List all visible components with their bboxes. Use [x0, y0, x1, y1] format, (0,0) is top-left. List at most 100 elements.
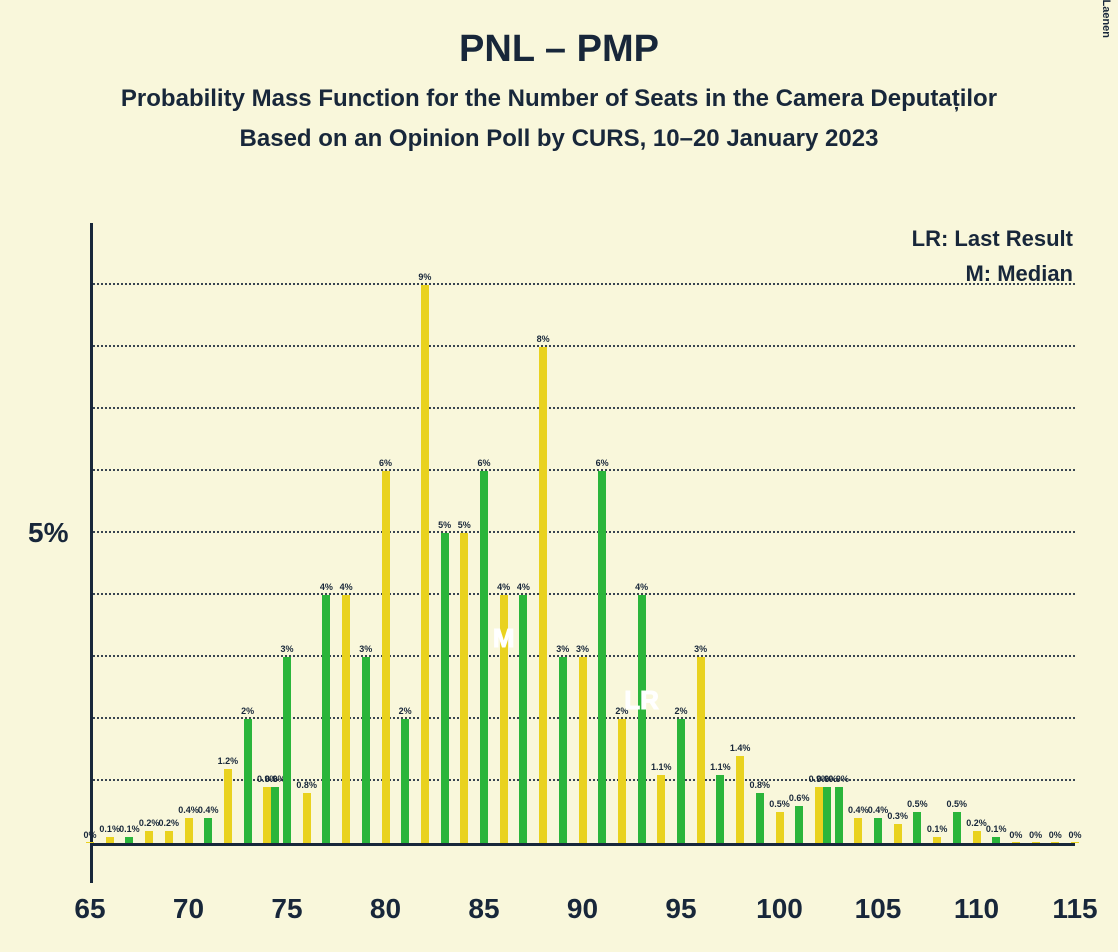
- bar-yellow: [1051, 842, 1059, 843]
- bar-value-label: 2%: [241, 706, 254, 716]
- bar-value-label: 8%: [537, 334, 550, 344]
- bar-value-label: 3%: [280, 644, 293, 654]
- bar-green: [913, 812, 921, 843]
- median-marker: M: [493, 623, 515, 654]
- bar-value-label: 9%: [418, 272, 431, 282]
- bar-yellow: [86, 842, 94, 843]
- bar-yellow: [342, 595, 350, 843]
- bar-value-label: 0.1%: [927, 824, 948, 834]
- bar-green: [953, 812, 961, 843]
- bar-green: [677, 719, 685, 843]
- bar-yellow: [1071, 842, 1079, 843]
- gridline: [90, 531, 1075, 533]
- x-axis-tick-label: 75: [271, 893, 302, 925]
- gridline: [90, 593, 1075, 595]
- gridline: [90, 345, 1075, 347]
- bar-yellow: [263, 787, 271, 843]
- gridline: [90, 407, 1075, 409]
- plot-canvas: 5%657075808590951001051101150%0.1%0.1%0.…: [90, 223, 1075, 883]
- bar-yellow: [697, 657, 705, 843]
- bar-yellow: [1032, 842, 1040, 843]
- bar-green: [519, 595, 527, 843]
- bar-value-label: 1.1%: [651, 762, 672, 772]
- x-axis-line: [90, 843, 1075, 846]
- bar-yellow: [579, 657, 587, 843]
- x-axis-tick-label: 95: [665, 893, 696, 925]
- bar-value-label: 6%: [596, 458, 609, 468]
- bar-green: [480, 471, 488, 843]
- bar-green: [992, 837, 1000, 843]
- bar-value-label: 4%: [340, 582, 353, 592]
- bar-yellow: [382, 471, 390, 843]
- bar-value-label: 0%: [1029, 830, 1042, 840]
- last-result-marker: LR: [624, 685, 659, 716]
- bar-yellow: [460, 533, 468, 843]
- bar-green: [638, 595, 646, 843]
- bar-value-label: 3%: [576, 644, 589, 654]
- bar-green: [598, 471, 606, 843]
- bar-yellow: [539, 347, 547, 843]
- bar-yellow: [854, 818, 862, 843]
- bar-value-label: 0.2%: [966, 818, 987, 828]
- bar-yellow: [185, 818, 193, 843]
- bar-value-label: 2%: [399, 706, 412, 716]
- bar-value-label: 4%: [517, 582, 530, 592]
- bar-value-label: 0.6%: [789, 793, 810, 803]
- bar-green: [322, 595, 330, 843]
- bar-value-label: 0%: [1009, 830, 1022, 840]
- bar-value-label: 0%: [83, 830, 96, 840]
- x-axis-tick-label: 100: [756, 893, 803, 925]
- bar-yellow: [145, 831, 153, 843]
- bar-yellow: [106, 837, 114, 843]
- bar-yellow: [1012, 842, 1020, 843]
- bar-green: [401, 719, 409, 843]
- bar-green: [441, 533, 449, 843]
- bar-value-label: 0.2%: [139, 818, 160, 828]
- bar-value-label: 1.1%: [710, 762, 731, 772]
- y-axis-tick-label: 5%: [28, 517, 68, 549]
- chart-plot-area: LR: Last Result M: Median 5%657075808590…: [90, 223, 1075, 883]
- bar-value-label: 0.8%: [750, 780, 771, 790]
- bar-value-label: 0.4%: [178, 805, 199, 815]
- bar-yellow: [973, 831, 981, 843]
- bar-green: [823, 787, 831, 843]
- y-axis-line: [90, 223, 93, 883]
- bar-yellow: [165, 831, 173, 843]
- chart-title: PNL – PMP: [0, 28, 1118, 71]
- bar-yellow: [421, 285, 429, 843]
- bar-value-label: 3%: [694, 644, 707, 654]
- chart-subtitle-2: Based on an Opinion Poll by CURS, 10–20 …: [0, 125, 1118, 153]
- bar-yellow: [815, 787, 823, 843]
- bar-green: [716, 775, 724, 843]
- bar-green: [559, 657, 567, 843]
- x-axis-tick-label: 105: [855, 893, 902, 925]
- bar-value-label: 3%: [556, 644, 569, 654]
- x-axis-tick-label: 65: [74, 893, 105, 925]
- bar-value-label: 5%: [458, 520, 471, 530]
- bar-value-label: 0.1%: [986, 824, 1007, 834]
- bar-value-label: 0.1%: [99, 824, 120, 834]
- x-axis-tick-label: 70: [173, 893, 204, 925]
- bar-green: [244, 719, 252, 843]
- bar-value-label: 4%: [497, 582, 510, 592]
- bar-green: [756, 793, 764, 843]
- bar-value-label: 5%: [438, 520, 451, 530]
- bar-value-label: 0.3%: [887, 811, 908, 821]
- bar-green: [362, 657, 370, 843]
- bar-green: [874, 818, 882, 843]
- chart-subtitle: Probability Mass Function for the Number…: [0, 85, 1118, 113]
- x-axis-tick-label: 115: [1052, 893, 1097, 925]
- bar-value-label: 0.5%: [769, 799, 790, 809]
- x-axis-tick-label: 85: [468, 893, 499, 925]
- bar-value-label: 6%: [379, 458, 392, 468]
- x-axis-tick-label: 90: [567, 893, 598, 925]
- bar-yellow: [657, 775, 665, 843]
- bar-yellow: [776, 812, 784, 843]
- bar-yellow: [894, 824, 902, 843]
- x-axis-tick-label: 80: [370, 893, 401, 925]
- bar-value-label: 1.2%: [218, 756, 239, 766]
- bar-yellow: [618, 719, 626, 843]
- bar-value-label: 0%: [1068, 830, 1081, 840]
- gridline: [90, 283, 1075, 285]
- bar-value-label: 4%: [635, 582, 648, 592]
